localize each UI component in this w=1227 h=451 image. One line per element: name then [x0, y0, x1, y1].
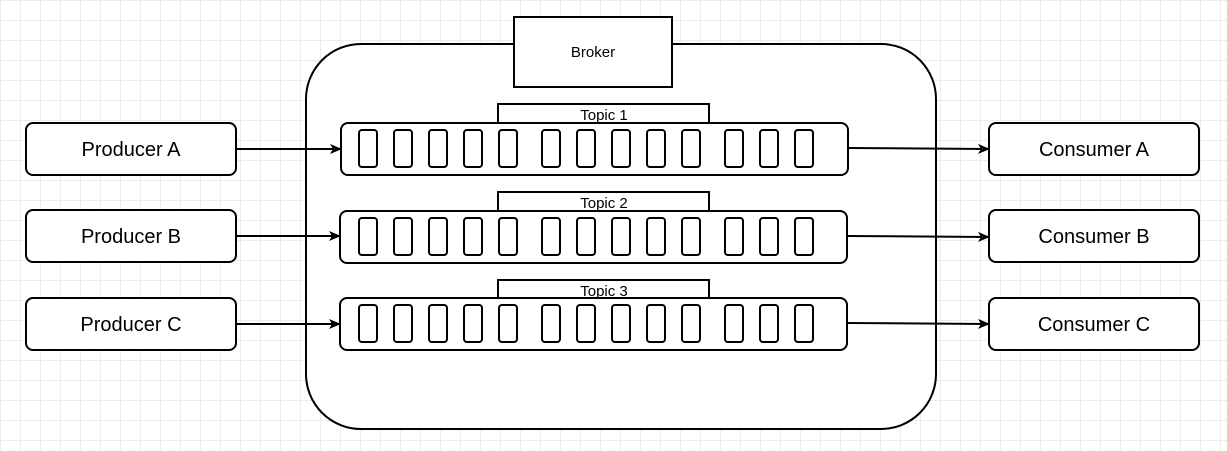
message-slot — [576, 304, 596, 343]
consumer-b-label: Consumer B — [1038, 226, 1149, 248]
message-slot — [646, 217, 666, 256]
producer-b-label: Producer B — [81, 226, 181, 248]
topic-3[interactable]: Topic 3 — [339, 279, 848, 351]
message-slot — [358, 129, 378, 168]
message-slot — [611, 217, 631, 256]
message-slot — [759, 217, 779, 256]
message-slot — [428, 217, 448, 256]
topic-2-slots — [358, 217, 814, 256]
message-slot — [681, 129, 701, 168]
producer-c[interactable]: Producer C — [25, 297, 237, 351]
message-slot — [576, 217, 596, 256]
broker-label-box[interactable]: Broker — [513, 16, 673, 88]
message-slot — [611, 129, 631, 168]
producer-a[interactable]: Producer A — [25, 122, 237, 176]
message-slot — [393, 129, 413, 168]
message-slot — [681, 217, 701, 256]
topic-1[interactable]: Topic 1 — [340, 103, 849, 176]
consumer-a-label: Consumer A — [1039, 139, 1150, 161]
consumer-c[interactable]: Consumer C — [988, 297, 1200, 351]
topic-3-slots — [358, 304, 814, 343]
message-slot — [794, 217, 814, 256]
message-slot — [681, 304, 701, 343]
arrow-topic-3-to-consumer-c — [846, 318, 990, 329]
producer-a-label: Producer A — [82, 139, 182, 161]
message-slot — [428, 129, 448, 168]
message-slot — [794, 304, 814, 343]
producer-b[interactable]: Producer B — [25, 209, 237, 263]
message-slot — [611, 304, 631, 343]
message-slot — [724, 304, 744, 343]
message-slot — [498, 129, 518, 168]
message-slot — [646, 129, 666, 168]
message-slot — [463, 217, 483, 256]
topic-3-label: Topic 3 — [580, 283, 628, 300]
consumer-b[interactable]: Consumer B — [988, 209, 1200, 263]
message-slot — [393, 217, 413, 256]
message-slot — [759, 304, 779, 343]
message-slot — [541, 304, 561, 343]
message-slot — [358, 217, 378, 256]
topic-1-slots — [358, 129, 814, 168]
message-slot — [724, 217, 744, 256]
message-slot — [463, 129, 483, 168]
message-slot — [759, 129, 779, 168]
producer-c-label: Producer C — [80, 314, 181, 336]
topic-2[interactable]: Topic 2 — [339, 191, 848, 264]
message-slot — [428, 304, 448, 343]
message-slot — [724, 129, 744, 168]
message-slot — [463, 304, 483, 343]
topic-2-label: Topic 2 — [580, 195, 628, 212]
message-slot — [498, 304, 518, 343]
consumer-c-label: Consumer C — [1038, 314, 1150, 336]
message-slot — [498, 217, 518, 256]
arrow-topic-1-to-consumer-a — [847, 143, 990, 154]
consumer-a[interactable]: Consumer A — [988, 122, 1200, 176]
broker-label: Broker — [571, 44, 615, 61]
arrow-topic-2-to-consumer-b — [846, 231, 990, 242]
message-slot — [794, 129, 814, 168]
message-slot — [541, 129, 561, 168]
message-slot — [358, 304, 378, 343]
message-slot — [393, 304, 413, 343]
message-slot — [576, 129, 596, 168]
topic-1-label: Topic 1 — [580, 107, 628, 124]
message-slot — [541, 217, 561, 256]
message-slot — [646, 304, 666, 343]
